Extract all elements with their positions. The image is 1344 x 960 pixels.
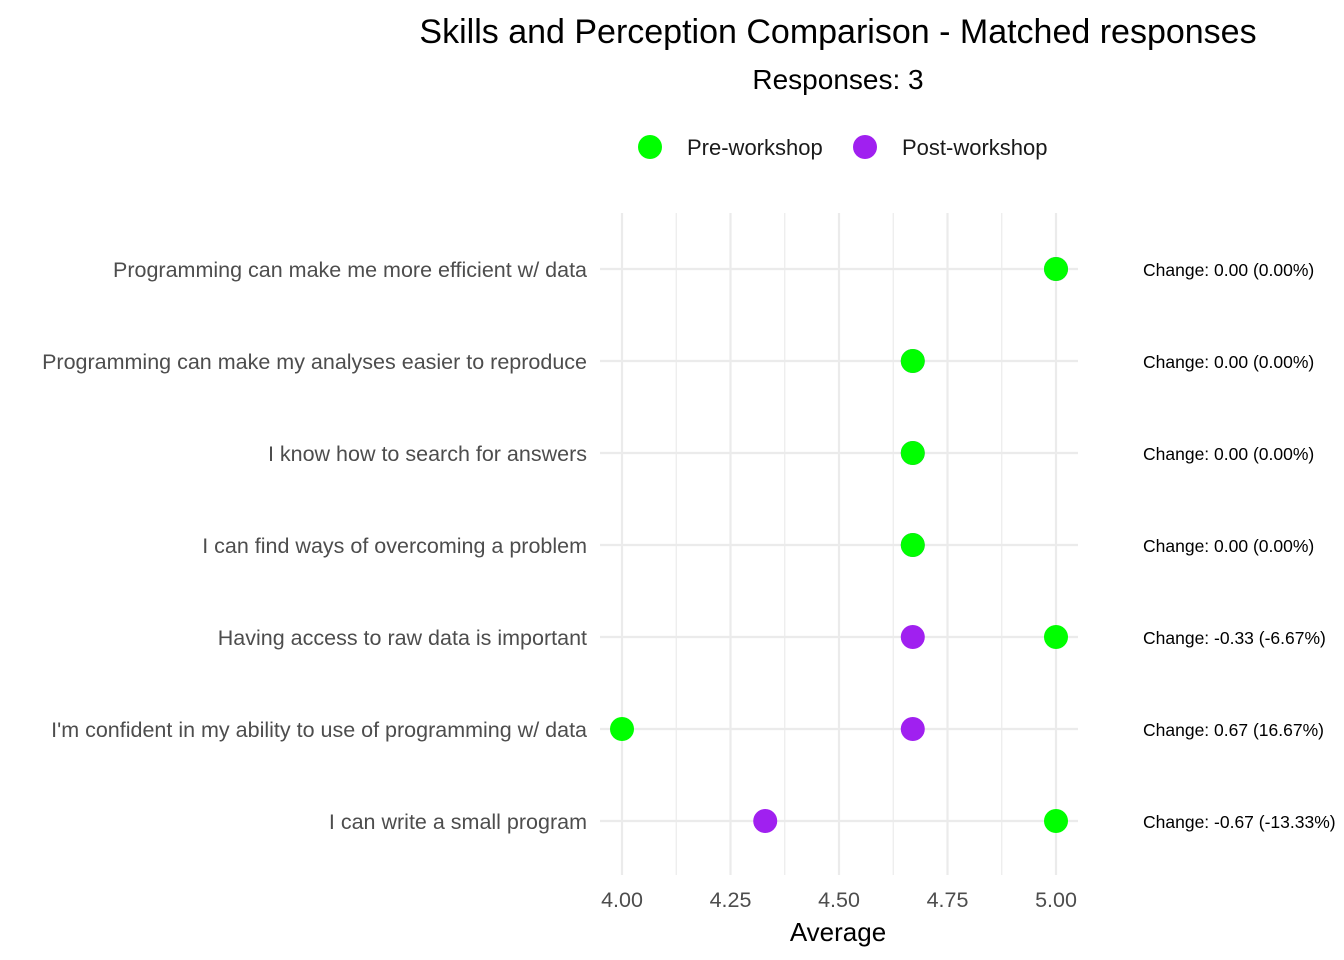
data-point-post: [753, 809, 778, 833]
x-tick-label: 5.00: [1035, 888, 1077, 912]
change-annotation: Change: 0.00 (0.00%): [1143, 444, 1314, 464]
category-label: Programming can make me more efficient w…: [113, 258, 587, 282]
data-point-pre: [1044, 625, 1068, 649]
data-point-pre: [610, 717, 634, 741]
grid: [600, 213, 1078, 875]
data-point-pre: [1044, 257, 1068, 281]
data-point-pre: [900, 441, 925, 465]
change-annotation: Change: 0.00 (0.00%): [1143, 260, 1314, 280]
data-points: [610, 257, 1068, 833]
category-label: Having access to raw data is important: [218, 626, 587, 650]
data-point-pre: [900, 533, 925, 557]
legend-key-post: [853, 135, 877, 159]
chart-title: Skills and Perception Comparison - Match…: [419, 13, 1256, 51]
x-tick-label: 4.75: [927, 888, 969, 912]
x-axis-ticks: 4.00 4.25 4.50 4.75 5.00: [601, 888, 1077, 912]
data-point-pre: [900, 349, 925, 373]
change-annotation: Change: 0.00 (0.00%): [1143, 536, 1314, 556]
chart-subtitle: Responses: 3: [752, 64, 923, 95]
legend-key-pre: [638, 135, 662, 159]
category-label: I can write a small program: [329, 810, 587, 834]
category-label: I know how to search for answers: [268, 442, 587, 466]
change-labels: Change: 0.00 (0.00%) Change: 0.00 (0.00%)…: [1143, 260, 1336, 832]
legend: Pre-workshop Post-workshop: [638, 135, 1048, 160]
change-annotation: Change: -0.33 (-6.67%): [1143, 628, 1326, 648]
change-annotation: Change: -0.67 (-13.33%): [1143, 812, 1336, 832]
x-tick-label: 4.00: [601, 888, 643, 912]
category-label: I can find ways of overcoming a problem: [202, 534, 587, 558]
x-tick-label: 4.50: [818, 888, 860, 912]
data-point-pre: [1044, 809, 1068, 833]
legend-label: Post-workshop: [902, 135, 1048, 160]
change-annotation: Change: 0.00 (0.00%): [1143, 352, 1314, 372]
data-point-post: [900, 717, 925, 741]
legend-label: Pre-workshop: [687, 135, 823, 160]
category-labels: Programming can make me more efficient w…: [42, 258, 587, 834]
change-annotation: Change: 0.67 (16.67%): [1143, 720, 1324, 740]
category-label: Programming can make my analyses easier …: [42, 350, 587, 374]
x-axis-title: Average: [790, 917, 886, 947]
data-point-post: [900, 625, 925, 649]
x-tick-label: 4.25: [710, 888, 752, 912]
category-label: I'm confident in my ability to use of pr…: [51, 718, 587, 742]
